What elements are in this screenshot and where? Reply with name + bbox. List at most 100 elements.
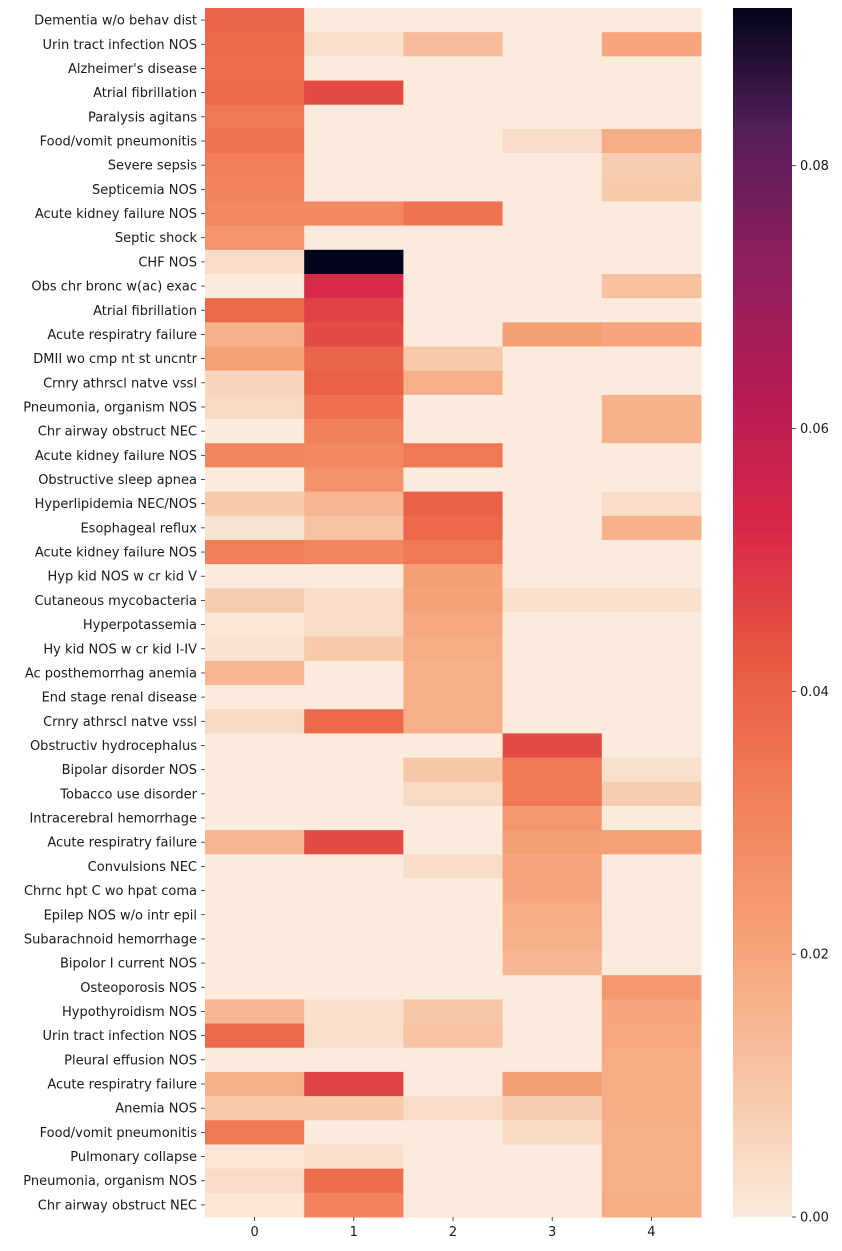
heatmap-cell [502,249,603,275]
y-tick-label: Acute kidney failure NOS [35,546,197,561]
x-tick-label: 4 [647,1225,655,1240]
heatmap-cell [502,612,603,638]
heatmap-cell [403,854,504,879]
y-tick-label: Septicemia NOS [92,183,197,198]
colorbar-gradient [733,8,792,1217]
heatmap-cell [601,201,702,227]
heatmap-cell [403,104,504,130]
heatmap-cell [304,1168,404,1194]
y-tick-label: Acute kidney failure NOS [35,207,197,222]
x-tick-label: 3 [548,1225,556,1240]
heatmap-cell [205,419,305,444]
heatmap-cell [403,153,504,178]
colorbar-tick-label: 0.04 [800,685,829,700]
heatmap-cell [205,1168,305,1194]
heatmap-cell [205,660,305,686]
heatmap-cell [205,733,305,759]
heatmap-cell [205,1192,305,1218]
heatmap-cell [304,104,404,130]
heatmap-cell [502,539,603,565]
heatmap-cell [403,805,504,831]
y-tick-label: Atrial fibrillation [93,304,197,319]
heatmap-cell [304,999,404,1025]
heatmap-cell [403,612,504,638]
y-tick-label: Bipolor I current NOS [60,957,197,972]
heatmap-cell [403,685,504,710]
heatmap-cell [502,370,603,396]
heatmap-cell [502,685,603,710]
heatmap-cell [205,805,305,831]
heatmap-cell [205,298,305,323]
heatmap-cell [205,201,305,227]
heatmap-cell [205,128,305,154]
heatmap-cell [502,1144,603,1170]
heatmap-cell [304,1096,404,1121]
heatmap-cell [601,830,702,855]
heatmap-cell [205,273,305,299]
heatmap-cell [403,539,504,565]
heatmap-cell [601,298,702,323]
y-tick-label: Cutaneous mycobacteria [34,594,197,609]
heatmap-cell [304,636,404,662]
heatmap-cell [403,370,504,396]
heatmap-cell [403,757,504,783]
y-tick-label: Osteoporosis NOS [80,981,197,996]
x-tick-label: 2 [449,1225,457,1240]
heatmap-cell [403,80,504,106]
heatmap-cell [304,1120,404,1145]
heatmap-cell [502,733,603,759]
y-tick-label: Chr airway obstruct NEC [38,425,197,440]
heatmap-cell [205,56,305,82]
heatmap-cell [601,709,702,734]
heatmap-cell [502,926,603,952]
heatmap-cell [601,926,702,952]
heatmap-cell [304,249,404,275]
y-tick-label: Septic shock [115,231,198,246]
y-tick-label: Pleural effusion NOS [64,1053,197,1068]
heatmap-cell [502,8,603,33]
heatmap-cell [304,467,404,493]
heatmap-cell [205,467,305,493]
heatmap-cell [403,56,504,82]
heatmap-cell [601,757,702,783]
heatmap-cell [601,8,702,33]
heatmap-cell [601,902,702,928]
heatmap-cell [502,757,603,783]
colorbar-tick-label: 0.02 [800,948,829,963]
y-tick-label: Crnry athrscl natve vssl [43,376,197,391]
heatmap-cell [502,225,603,251]
heatmap-cell [601,104,702,130]
y-tick-label: Crnry athrscl natve vssl [43,715,197,730]
heatmap-cell [403,999,504,1025]
heatmap-cell [502,781,603,807]
y-tick-label: Anemia NOS [115,1102,197,1117]
heatmap-cell [304,564,404,589]
heatmap-cell [403,467,504,493]
heatmap-cell [601,854,702,879]
heatmap-cell [304,902,404,928]
colorbar-tick-label: 0.00 [800,1211,829,1226]
y-tick-label: Pneumonia, organism NOS [23,1174,197,1189]
heatmap-cell [205,370,305,396]
heatmap-cell [403,394,504,420]
heatmap-cell [502,419,603,444]
colorbar-tick-label: 0.08 [800,159,829,174]
heatmap-cell [403,443,504,468]
heatmap-cell [403,951,504,976]
heatmap-cell [403,1096,504,1121]
heatmap-cell [601,805,702,831]
heatmap-cell [502,636,603,662]
heatmap-cell [601,225,702,251]
y-tick-label: Dementia w/o behav dist [34,14,197,29]
heatmap-cell [502,346,603,372]
heatmap-cell [304,685,404,710]
heatmap-cell [205,153,305,178]
heatmap-cell [601,1023,702,1049]
heatmap-cell [304,394,404,420]
heatmap-cell [304,854,404,879]
heatmap-cell [601,56,702,82]
heatmap-cell [403,733,504,759]
x-tick-label: 0 [250,1225,258,1240]
heatmap-cell [601,80,702,106]
